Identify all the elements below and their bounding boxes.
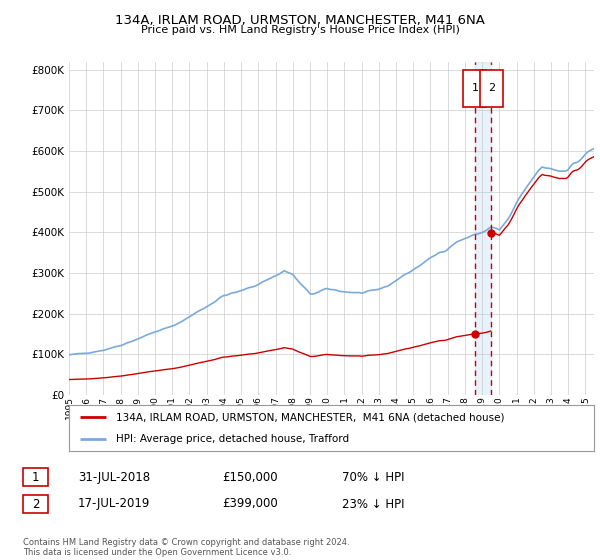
Text: 17-JUL-2019: 17-JUL-2019 (78, 497, 151, 511)
Text: 2: 2 (32, 497, 39, 511)
Text: 2: 2 (488, 83, 495, 94)
Text: £150,000: £150,000 (222, 470, 278, 484)
FancyBboxPatch shape (480, 70, 503, 106)
Text: Contains HM Land Registry data © Crown copyright and database right 2024.
This d: Contains HM Land Registry data © Crown c… (23, 538, 349, 557)
Text: 31-JUL-2018: 31-JUL-2018 (78, 470, 150, 484)
Text: 1: 1 (32, 470, 39, 484)
Text: HPI: Average price, detached house, Trafford: HPI: Average price, detached house, Traf… (116, 435, 349, 444)
Bar (475, 62, 491, 395)
Text: 134A, IRLAM ROAD, URMSTON, MANCHESTER, M41 6NA: 134A, IRLAM ROAD, URMSTON, MANCHESTER, M… (115, 14, 485, 27)
Text: 134A, IRLAM ROAD, URMSTON, MANCHESTER,  M41 6NA (detached house): 134A, IRLAM ROAD, URMSTON, MANCHESTER, M… (116, 412, 505, 422)
Text: 23% ↓ HPI: 23% ↓ HPI (342, 497, 404, 511)
Text: £399,000: £399,000 (222, 497, 278, 511)
FancyBboxPatch shape (463, 70, 487, 106)
Text: 1: 1 (472, 83, 478, 94)
Text: 70% ↓ HPI: 70% ↓ HPI (342, 470, 404, 484)
Text: Price paid vs. HM Land Registry's House Price Index (HPI): Price paid vs. HM Land Registry's House … (140, 25, 460, 35)
